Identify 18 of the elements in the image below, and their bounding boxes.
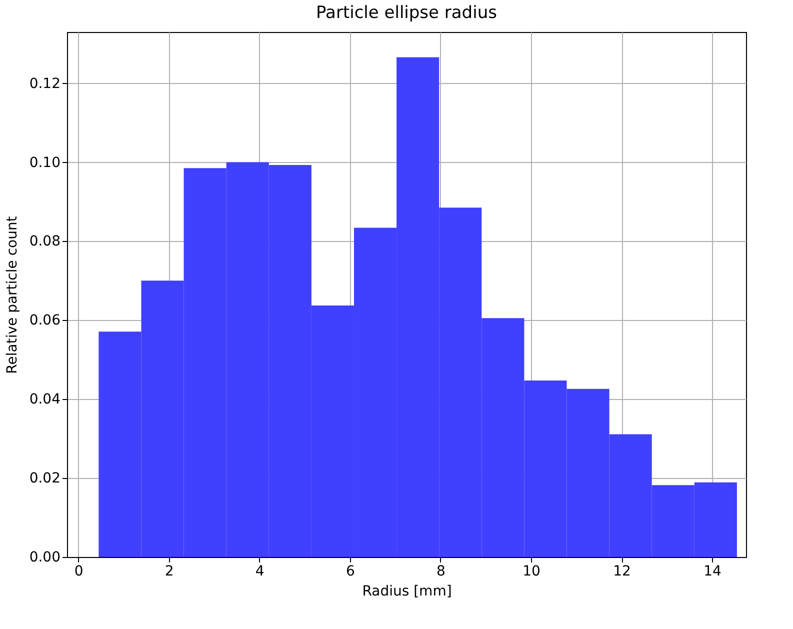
x-tick-label: 6 (346, 564, 355, 580)
x-tick-label: 8 (436, 564, 446, 580)
y-tick-label: 0.04 (29, 392, 61, 408)
y-tick-label: 0.02 (29, 470, 60, 487)
y-tick-label: 0.08 (29, 234, 60, 250)
y-axis-title: Relative particle count (4, 216, 20, 374)
x-tick-label: 12 (613, 564, 631, 580)
x-axis-title: Radius [mm] (362, 584, 452, 600)
x-tick-label: 0 (74, 564, 84, 580)
y-tick-label: 0.12 (29, 76, 60, 92)
x-tick-label: 2 (164, 564, 174, 580)
chart-title: Particle ellipse radius (316, 3, 498, 23)
x-tick-label: 14 (704, 564, 722, 580)
y-tick-label: 0.06 (29, 312, 61, 329)
x-tick-label: 10 (522, 564, 540, 580)
y-tick-label: 0.00 (29, 550, 60, 566)
y-tick-label: 0.10 (29, 154, 60, 171)
x-tick-label: 4 (255, 564, 264, 580)
